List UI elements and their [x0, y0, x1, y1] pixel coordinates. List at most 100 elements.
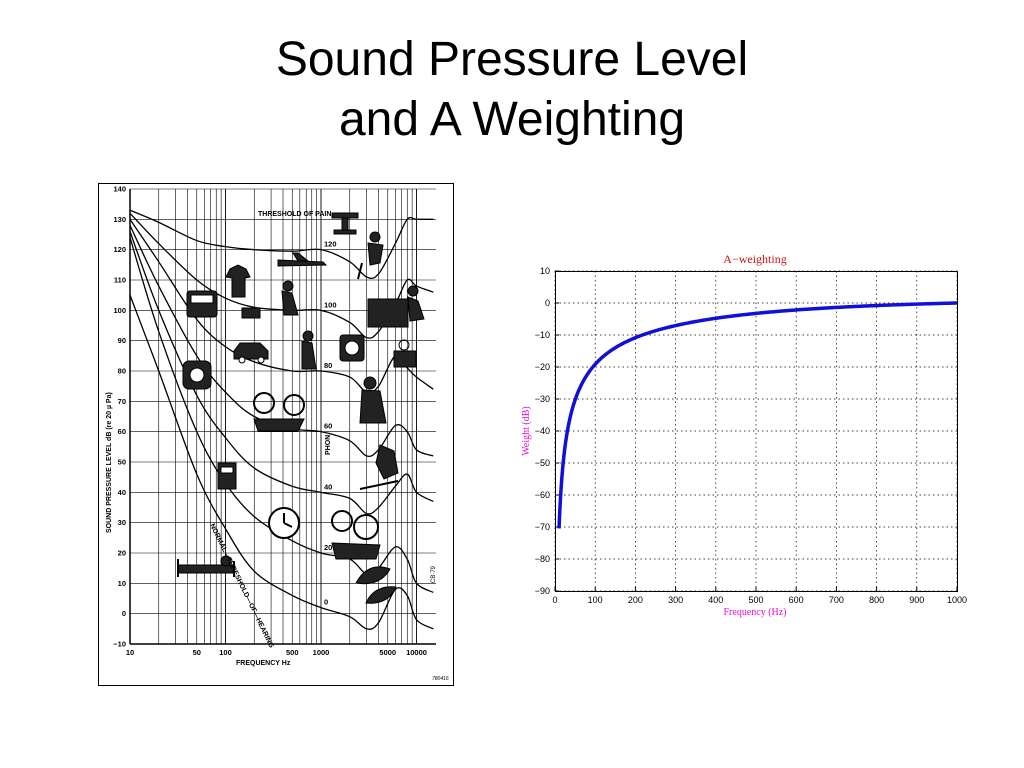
right-x-tick-label: 800 [869, 595, 884, 605]
slide-title-line1: Sound Pressure Level [275, 33, 749, 86]
right-x-tick-label: 900 [909, 595, 924, 605]
typist-woman-icon [359, 376, 387, 424]
left-y-tick-label: 30 [118, 518, 126, 527]
phon-label-80: 80 [324, 361, 332, 370]
right-y-tick-label: −60 [535, 490, 550, 500]
left-x-tick-label: 50 [193, 648, 201, 657]
left-x-tick-label: 1000 [313, 648, 330, 657]
left-x-tick-label: 500 [286, 648, 299, 657]
right-y-tick-label: −10 [535, 330, 550, 340]
motor-icon [182, 360, 212, 390]
conversation-icon [253, 392, 305, 432]
loudness-contour-40 [129, 231, 434, 515]
right-x-tick-label: 100 [588, 595, 603, 605]
left-y-tick-label: 40 [118, 488, 126, 497]
jackhammer-worker-icon [357, 231, 384, 280]
a-weighting-chart: A−weighting 0 100 200 300 400 500 600 700 800 900… [521, 252, 967, 618]
left-y-tick-label: 110 [114, 276, 126, 285]
left-y-tick-label: 140 [113, 185, 126, 194]
right-y-axis-label: Weight (dB) [521, 406, 532, 455]
left-y-tick-label: 90 [118, 336, 126, 345]
phon-label-0: 0 [324, 598, 328, 607]
right-x-tick-label: 500 [748, 595, 763, 605]
right-y-tick-label: −20 [535, 362, 550, 372]
right-x-tick-label: 0 [552, 595, 557, 605]
right-y-tick-label: −80 [535, 554, 550, 564]
lawnmower-man-icon [241, 280, 299, 319]
right-x-tick-label: 600 [789, 595, 804, 605]
phon-label-100: 100 [324, 300, 337, 309]
shirt-icon [225, 264, 251, 298]
bus-icon [186, 290, 218, 318]
left-x-tick-label: 10 [126, 648, 134, 657]
phon-label-120: 120 [324, 240, 337, 249]
rustling-leaves-icon [355, 566, 397, 604]
right-chart-ticks: 0 100 200 300 400 500 600 700 800 900 1000100−10−2… [535, 266, 967, 605]
left-y-tick-label: 80 [118, 367, 126, 376]
loudness-contour-0 [129, 294, 434, 630]
left-y-tick-label: 0 [122, 609, 126, 618]
loudness-contour-60 [129, 225, 434, 457]
left-y-axis-label: SOUND PRESSURE LEVEL dB (re 20 µ Pa) [106, 392, 113, 533]
airplane-icon [277, 252, 328, 267]
right-chart-axes-box [555, 271, 958, 592]
left-x-tick-label: 100 [219, 648, 232, 657]
vacuum-man-icon [301, 330, 317, 370]
left-y-tick-label: 60 [118, 427, 126, 436]
a-weighting-series-line [557, 301, 958, 529]
loudness-contour-120 [129, 209, 434, 280]
right-x-tick-label: 1000 [947, 595, 967, 605]
loudness-contour-20 [129, 237, 434, 594]
threshold-of-pain-label: THRESHOLD OF PAIN [258, 211, 331, 218]
right-y-tick-label: −70 [535, 522, 550, 532]
right-chart-grid [554, 270, 958, 592]
whispering-people-icon [331, 510, 381, 560]
left-y-tick-label: 100 [113, 306, 126, 315]
sleeping-person-icon [177, 555, 235, 577]
phon-label-20: 20 [324, 543, 332, 552]
cannon-icon [331, 212, 359, 235]
left-x-axis-label: FREQUENCY Hz [236, 660, 291, 667]
right-chart-title: A−weighting [723, 252, 786, 266]
slide-title-line2: and A Weighting [338, 93, 686, 146]
songbird-icon [359, 444, 399, 490]
slide-title: Sound Pressure Level and A Weighting [0, 30, 1024, 150]
clock-icon [268, 507, 300, 539]
right-y-tick-label: 0 [545, 298, 550, 308]
side-code-label: CB·79 [431, 565, 437, 583]
right-y-tick-label: −50 [535, 458, 550, 468]
right-x-tick-label: 400 [708, 595, 723, 605]
left-y-tick-label: 50 [118, 458, 126, 467]
right-x-tick-label: 300 [668, 595, 683, 605]
subway-train-icon [367, 285, 425, 328]
right-x-tick-label: 200 [628, 595, 643, 605]
left-chart-curves [129, 209, 434, 630]
phon-label-60: 60 [324, 422, 332, 431]
phon-axis-label: PHON [325, 435, 332, 455]
left-chart-phon-labels: 120 100 80 60 40 20 0 [324, 240, 337, 607]
right-y-tick-label: −30 [535, 394, 550, 404]
left-y-tick-label: 70 [118, 397, 126, 406]
telephone-icon [339, 334, 365, 362]
refrigerator-icon [217, 462, 237, 490]
left-x-tick-label: 5000 [379, 648, 396, 657]
right-y-tick-label: −90 [535, 586, 550, 596]
typewriter-icon [393, 339, 417, 368]
right-y-tick-label: −40 [535, 426, 550, 436]
left-y-tick-label: 130 [113, 215, 126, 224]
left-y-tick-label: 10 [118, 579, 126, 588]
right-y-tick-label: 10 [540, 266, 550, 276]
left-y-tick-label: 120 [113, 245, 126, 254]
car-icon [233, 342, 269, 364]
loudness-pictograms [177, 212, 425, 604]
left-y-tick-label: −10 [113, 640, 126, 649]
left-y-tick-label: 20 [118, 549, 126, 558]
phon-label-40: 40 [324, 482, 332, 491]
right-x-tick-label: 700 [829, 595, 844, 605]
figure-id-label: 780416 [432, 676, 449, 682]
left-chart-border [98, 183, 454, 686]
right-x-axis-label: Frequency (Hz) [723, 607, 786, 618]
left-x-tick-label: 10000 [406, 648, 427, 657]
loudness-contour-100 [129, 212, 434, 339]
